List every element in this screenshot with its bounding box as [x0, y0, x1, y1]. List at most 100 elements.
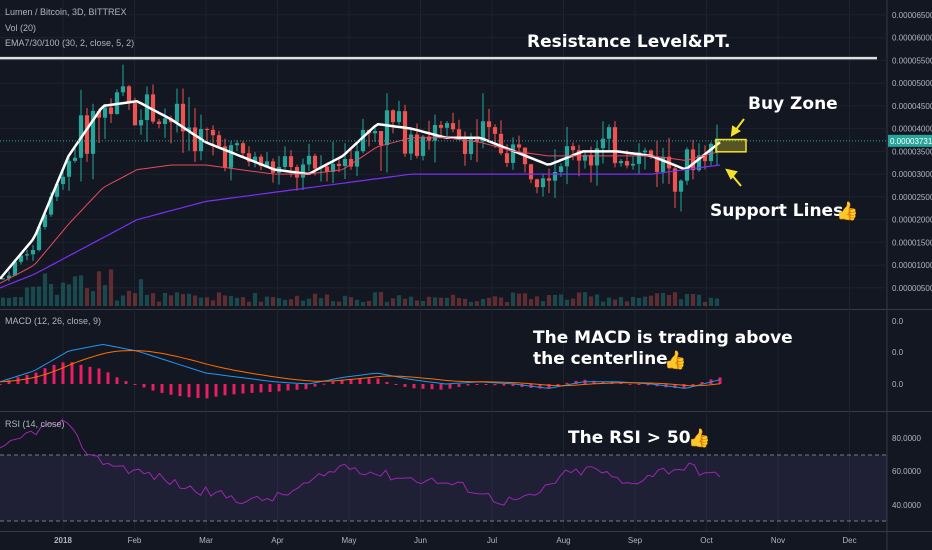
macd-histogram-bar [205, 384, 209, 399]
volume-bar [408, 296, 414, 306]
price-tick: 0.00003000 [892, 170, 932, 179]
candle-body [210, 129, 216, 136]
candle-body [648, 150, 654, 158]
volume-bar [480, 298, 486, 306]
macd-histogram-bar [331, 381, 335, 384]
volume-bar [60, 282, 66, 306]
macd-histogram-bar [565, 382, 569, 384]
macd-histogram-bar [52, 364, 56, 384]
time-tick: Apr [271, 536, 284, 545]
candle-body [636, 152, 642, 164]
volume-legend[interactable]: Vol (20) [5, 23, 36, 33]
candle-body [234, 143, 240, 146]
candle-body [516, 144, 522, 148]
volume-bar [366, 301, 372, 306]
volume-bar [210, 300, 216, 306]
ema-legend[interactable]: EMA7/30/100 (30, 2, close, 5, 2) [5, 38, 134, 48]
volume-bar [462, 298, 468, 306]
volume-bar [36, 286, 42, 306]
svg-text:0.00003731: 0.00003731 [890, 137, 932, 146]
candle-body [342, 158, 348, 166]
candle-body [186, 127, 192, 132]
volume-bar [648, 295, 654, 306]
candle-body [402, 111, 408, 154]
macd-legend[interactable]: MACD (12, 26, close, 9) [5, 316, 101, 326]
candle-body [228, 145, 234, 168]
candle-body [450, 123, 456, 130]
macd-histogram-bar [457, 384, 461, 387]
volume-bar [498, 297, 504, 306]
volume-bar [114, 300, 120, 306]
volume-bar [84, 288, 90, 306]
macd-histogram-bar [151, 384, 155, 391]
candle-body [618, 161, 624, 164]
time-axis-ticks: 2018 Feb Mar Apr May Jun Jul Aug Sep Oct Nov Dec [54, 536, 857, 545]
macd-histogram-bar [385, 382, 389, 384]
volume-bar [564, 299, 570, 306]
time-tick: Aug [556, 536, 570, 545]
volume-bar [192, 295, 198, 306]
macd-histogram-bar [700, 382, 704, 384]
price-tick: 0.00002000 [892, 216, 932, 225]
support-annotation: Support Lines [710, 201, 843, 221]
time-tick: Sep [628, 536, 643, 545]
volume-bar [270, 297, 276, 306]
candle-body [492, 127, 498, 134]
volume-bar [558, 294, 564, 306]
volume-bar [672, 292, 678, 306]
candle-body [552, 171, 558, 181]
volume-bar [438, 297, 444, 306]
volume-bar [714, 298, 720, 306]
candle-body [258, 156, 264, 166]
candle-body [528, 164, 534, 180]
macd-histogram-bar [97, 368, 101, 384]
macd-histogram-bar [106, 372, 110, 384]
price-axis-ticks: 0.00006500 0.00006000 0.00005500 0.00005000… [892, 11, 932, 293]
candle-body [96, 110, 102, 118]
macd-histogram-bar [223, 384, 227, 396]
volume-bar [582, 292, 588, 306]
volume-bar [90, 291, 96, 306]
volume-bar [54, 294, 60, 306]
symbol-legend[interactable]: Lumen / Bitcoin, 3D, BITTREX [5, 7, 127, 17]
candle-body [282, 156, 288, 167]
volume-bar [642, 296, 648, 306]
candle-body [426, 136, 432, 141]
volume-bar [324, 294, 330, 306]
candle-body [378, 131, 384, 146]
macd-histogram-bar [304, 384, 308, 390]
volume-bar [0, 297, 6, 306]
candle-body [690, 149, 696, 171]
rsi-legend[interactable]: RSI (14, close) [5, 419, 65, 429]
buy-zone-annotation: Buy Zone [748, 94, 838, 114]
volume-bar [384, 301, 390, 306]
macd-histogram-bar [637, 384, 641, 385]
macd-histogram-bar [493, 384, 497, 386]
candle-body [288, 156, 294, 167]
volume-bar [690, 293, 696, 306]
candle-body [654, 157, 660, 172]
candle-body [60, 176, 66, 185]
candle-body [300, 164, 306, 178]
rsi-band [0, 455, 887, 521]
volume-bar [636, 297, 642, 306]
macd-tick: 0.0 [892, 348, 904, 357]
candle-body [354, 151, 360, 167]
macd-histogram-bar [124, 381, 128, 384]
macd-histogram-bar [142, 384, 146, 388]
volume-bar [654, 293, 660, 306]
volume-bar [522, 293, 528, 306]
candle-body [180, 103, 186, 132]
volume-bar [306, 298, 312, 306]
thumbs-up-icon: 👍 [664, 349, 686, 370]
volume-bar [234, 297, 240, 306]
rsi-line [0, 419, 721, 506]
candle-body [456, 129, 462, 139]
macd-histogram-bar [250, 384, 254, 393]
macd-histogram-bar [412, 384, 416, 389]
volume-bar [228, 296, 234, 306]
macd-histogram-bar [673, 384, 677, 389]
candle-body [468, 137, 474, 154]
candle-body [84, 115, 90, 154]
